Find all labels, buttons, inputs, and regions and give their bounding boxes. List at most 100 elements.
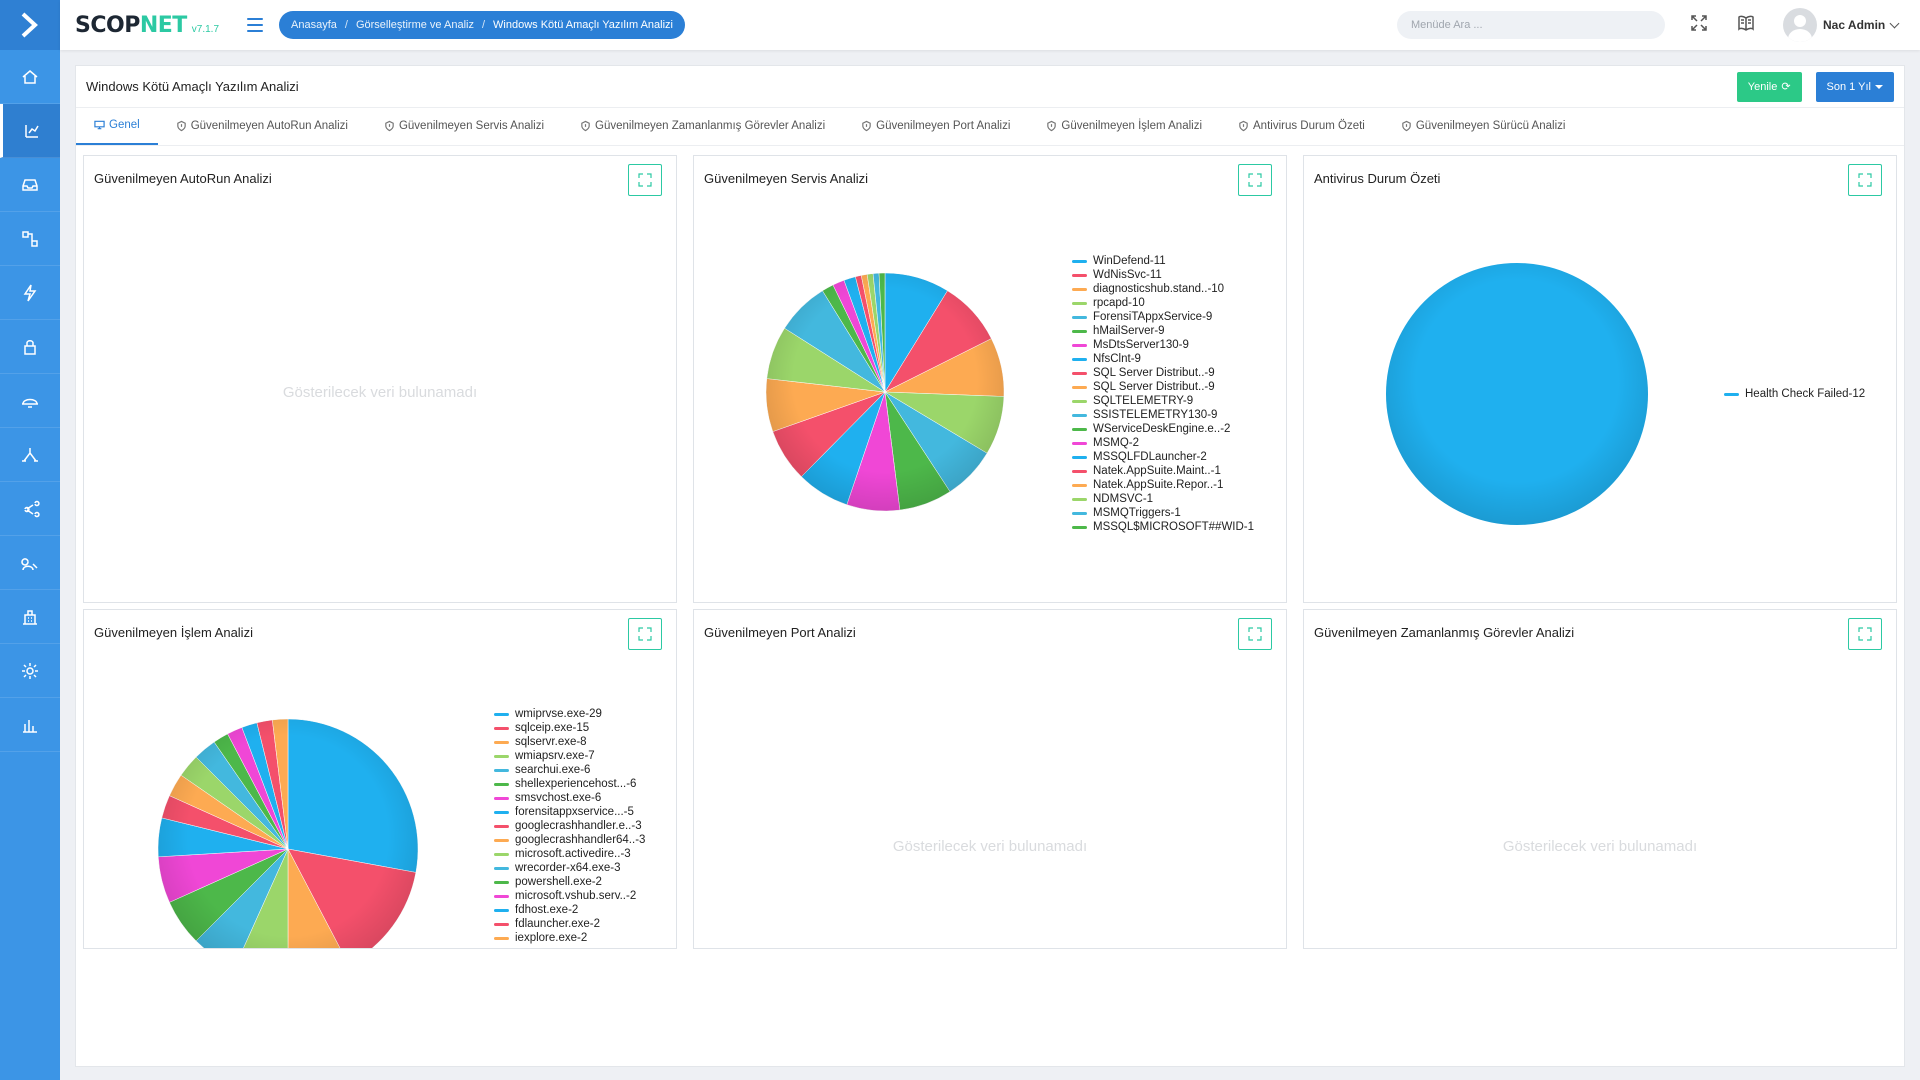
legend-swatch bbox=[1072, 343, 1087, 347]
hamburger-menu-icon[interactable] bbox=[247, 18, 264, 32]
legend-item[interactable]: SQL Server Distribut..-9 bbox=[1072, 380, 1254, 394]
sidebar-item-inbox[interactable] bbox=[0, 158, 60, 212]
sidebar bbox=[0, 0, 60, 1080]
legend-swatch bbox=[1072, 385, 1087, 389]
legend-swatch bbox=[494, 866, 509, 870]
breadcrumb-current[interactable]: Windows Kötü Amaçlı Yazılım Analizi bbox=[493, 19, 673, 31]
legend-item[interactable]: shellexperiencehost...-6 bbox=[494, 777, 645, 791]
sidebar-logo[interactable] bbox=[0, 0, 60, 50]
legend-item[interactable]: iexplore.exe-2 bbox=[494, 931, 645, 945]
expand-button[interactable] bbox=[628, 618, 662, 650]
tab-5[interactable]: Güvenilmeyen İşlem Analizi bbox=[1028, 107, 1220, 145]
brand-logo[interactable]: SCOP NET v7.1.7 bbox=[75, 13, 219, 38]
sidebar-item-network[interactable] bbox=[0, 428, 60, 482]
legend-item[interactable]: Natek.AppSuite.Maint..-1 bbox=[1072, 464, 1254, 478]
expand-icon bbox=[638, 173, 652, 187]
breadcrumb-visualization[interactable]: Görselleştirme ve Analiz bbox=[355, 19, 474, 31]
legend-item[interactable]: WdNisSvc-11 bbox=[1072, 268, 1254, 282]
legend-item[interactable]: diagnosticshub.stand..-10 bbox=[1072, 282, 1254, 296]
legend-item[interactable]: fdlauncher.exe-2 bbox=[494, 917, 645, 931]
tab-1[interactable]: Güvenilmeyen AutoRun Analizi bbox=[158, 107, 366, 145]
sidebar-item-lightning[interactable] bbox=[0, 266, 60, 320]
legend-item[interactable]: sqlservr.exe-8 bbox=[494, 735, 645, 749]
period-dropdown[interactable]: Son 1 Yıl bbox=[1815, 71, 1894, 102]
network-icon bbox=[22, 447, 38, 462]
legend-item[interactable]: ForensiTAppxService-9 bbox=[1072, 310, 1254, 324]
legend-swatch bbox=[1072, 455, 1087, 459]
legend-item[interactable]: microsoft.activedire..-3 bbox=[494, 847, 645, 861]
legend-item[interactable]: forensitappxservice...-5 bbox=[494, 805, 645, 819]
legend-item[interactable]: microsoft.vshub.serv..-2 bbox=[494, 889, 645, 903]
legend-item[interactable]: NfsClnt-9 bbox=[1072, 352, 1254, 366]
panel-title: Güvenilmeyen Servis Analizi bbox=[704, 171, 869, 186]
legend-label: wmiapsrv.exe-7 bbox=[515, 750, 595, 762]
tab-2[interactable]: Güvenilmeyen Servis Analizi bbox=[366, 107, 562, 145]
book-icon[interactable] bbox=[1737, 14, 1757, 34]
tab-0[interactable]: Genel bbox=[76, 107, 158, 145]
legend-item[interactable]: WinDefend-11 bbox=[1072, 254, 1254, 268]
brand-name-secondary: NET bbox=[139, 12, 187, 38]
sidebar-item-bar-chart[interactable] bbox=[0, 698, 60, 752]
analysis-icon bbox=[24, 124, 39, 138]
shield-icon bbox=[176, 120, 186, 132]
tab-6[interactable]: Antivirus Durum Özeti bbox=[1220, 107, 1383, 145]
sidebar-item-gear[interactable] bbox=[0, 644, 60, 698]
sidebar-item-workflow[interactable] bbox=[0, 212, 60, 266]
sidebar-item-lock[interactable] bbox=[0, 320, 60, 374]
expand-button[interactable] bbox=[1848, 618, 1882, 650]
chart-legend: wmiprvse.exe-29 sqlceip.exe-15 sqlservr.ex… bbox=[494, 707, 645, 945]
legend-swatch bbox=[494, 796, 509, 800]
monitor-icon bbox=[94, 120, 105, 130]
legend-item[interactable]: fdhost.exe-2 bbox=[494, 903, 645, 917]
legend-item[interactable]: wmiapsrv.exe-7 bbox=[494, 749, 645, 763]
pie-svg bbox=[765, 272, 1005, 512]
sidebar-item-home[interactable] bbox=[0, 50, 60, 104]
sidebar-item-building[interactable] bbox=[0, 590, 60, 644]
legend-label: WServiceDeskEngine.e..-2 bbox=[1093, 423, 1231, 435]
legend-item[interactable]: WServiceDeskEngine.e..-2 bbox=[1072, 422, 1254, 436]
legend-item[interactable]: SSISTELEMETRY130-9 bbox=[1072, 408, 1254, 422]
sidebar-item-hat[interactable] bbox=[0, 374, 60, 428]
expand-button[interactable] bbox=[1848, 164, 1882, 196]
empty-state-message: Gösterilecek veri bulunamadı bbox=[892, 838, 1088, 855]
legend-item[interactable]: hMailServer-9 bbox=[1072, 324, 1254, 338]
sidebar-item-analysis[interactable] bbox=[0, 104, 60, 158]
legend-swatch bbox=[1072, 399, 1087, 403]
legend-item[interactable]: Health Check Failed-12 bbox=[1724, 387, 1865, 401]
legend-item[interactable]: MSSQLFDLauncher-2 bbox=[1072, 450, 1254, 464]
chevron-right-icon bbox=[21, 12, 38, 38]
legend-item[interactable]: MSMQTriggers-1 bbox=[1072, 506, 1254, 520]
refresh-button[interactable]: Yenile ⟳ bbox=[1736, 71, 1802, 102]
sidebar-item-user-search[interactable] bbox=[0, 536, 60, 590]
expand-button[interactable] bbox=[1238, 618, 1272, 650]
breadcrumb: Anasayfa / Görselleştirme ve Analiz / Wi… bbox=[279, 11, 685, 39]
sidebar-item-share[interactable] bbox=[0, 482, 60, 536]
fullscreen-icon[interactable] bbox=[1690, 14, 1710, 34]
legend-item[interactable]: smsvchost.exe-6 bbox=[494, 791, 645, 805]
tab-7[interactable]: Güvenilmeyen Sürücü Analizi bbox=[1383, 107, 1584, 145]
legend-item[interactable]: powershell.exe-2 bbox=[494, 875, 645, 889]
menu-search-input[interactable] bbox=[1397, 11, 1665, 39]
expand-icon bbox=[1248, 173, 1262, 187]
legend-item[interactable]: searchui.exe-6 bbox=[494, 763, 645, 777]
tab-4[interactable]: Güvenilmeyen Port Analizi bbox=[843, 107, 1028, 145]
tab-label: Genel bbox=[109, 119, 140, 131]
breadcrumb-home[interactable]: Anasayfa bbox=[291, 19, 337, 31]
legend-item[interactable]: MsDtsServer130-9 bbox=[1072, 338, 1254, 352]
legend-item[interactable]: wrecorder-x64.exe-3 bbox=[494, 861, 645, 875]
legend-item[interactable]: googlecrashhandler.e..-3 bbox=[494, 819, 645, 833]
legend-item[interactable]: Natek.AppSuite.Repor..-1 bbox=[1072, 478, 1254, 492]
legend-item[interactable]: SQL Server Distribut..-9 bbox=[1072, 366, 1254, 380]
legend-item[interactable]: SQLTELEMETRY-9 bbox=[1072, 394, 1254, 408]
expand-button[interactable] bbox=[1238, 164, 1272, 196]
legend-item[interactable]: MSMQ-2 bbox=[1072, 436, 1254, 450]
expand-button[interactable] bbox=[628, 164, 662, 196]
tab-3[interactable]: Güvenilmeyen Zamanlanmış Görevler Analiz… bbox=[562, 107, 843, 145]
legend-item[interactable]: MSSQL$MICROSOFT##WID-1 bbox=[1072, 520, 1254, 534]
legend-item[interactable]: rpcapd-10 bbox=[1072, 296, 1254, 310]
legend-item[interactable]: NDMSVC-1 bbox=[1072, 492, 1254, 506]
legend-item[interactable]: sqlceip.exe-15 bbox=[494, 721, 645, 735]
legend-item[interactable]: googlecrashhandler64..-3 bbox=[494, 833, 645, 847]
legend-item[interactable]: wmiprvse.exe-29 bbox=[494, 707, 645, 721]
user-menu[interactable]: Nac Admin bbox=[1783, 8, 1900, 42]
